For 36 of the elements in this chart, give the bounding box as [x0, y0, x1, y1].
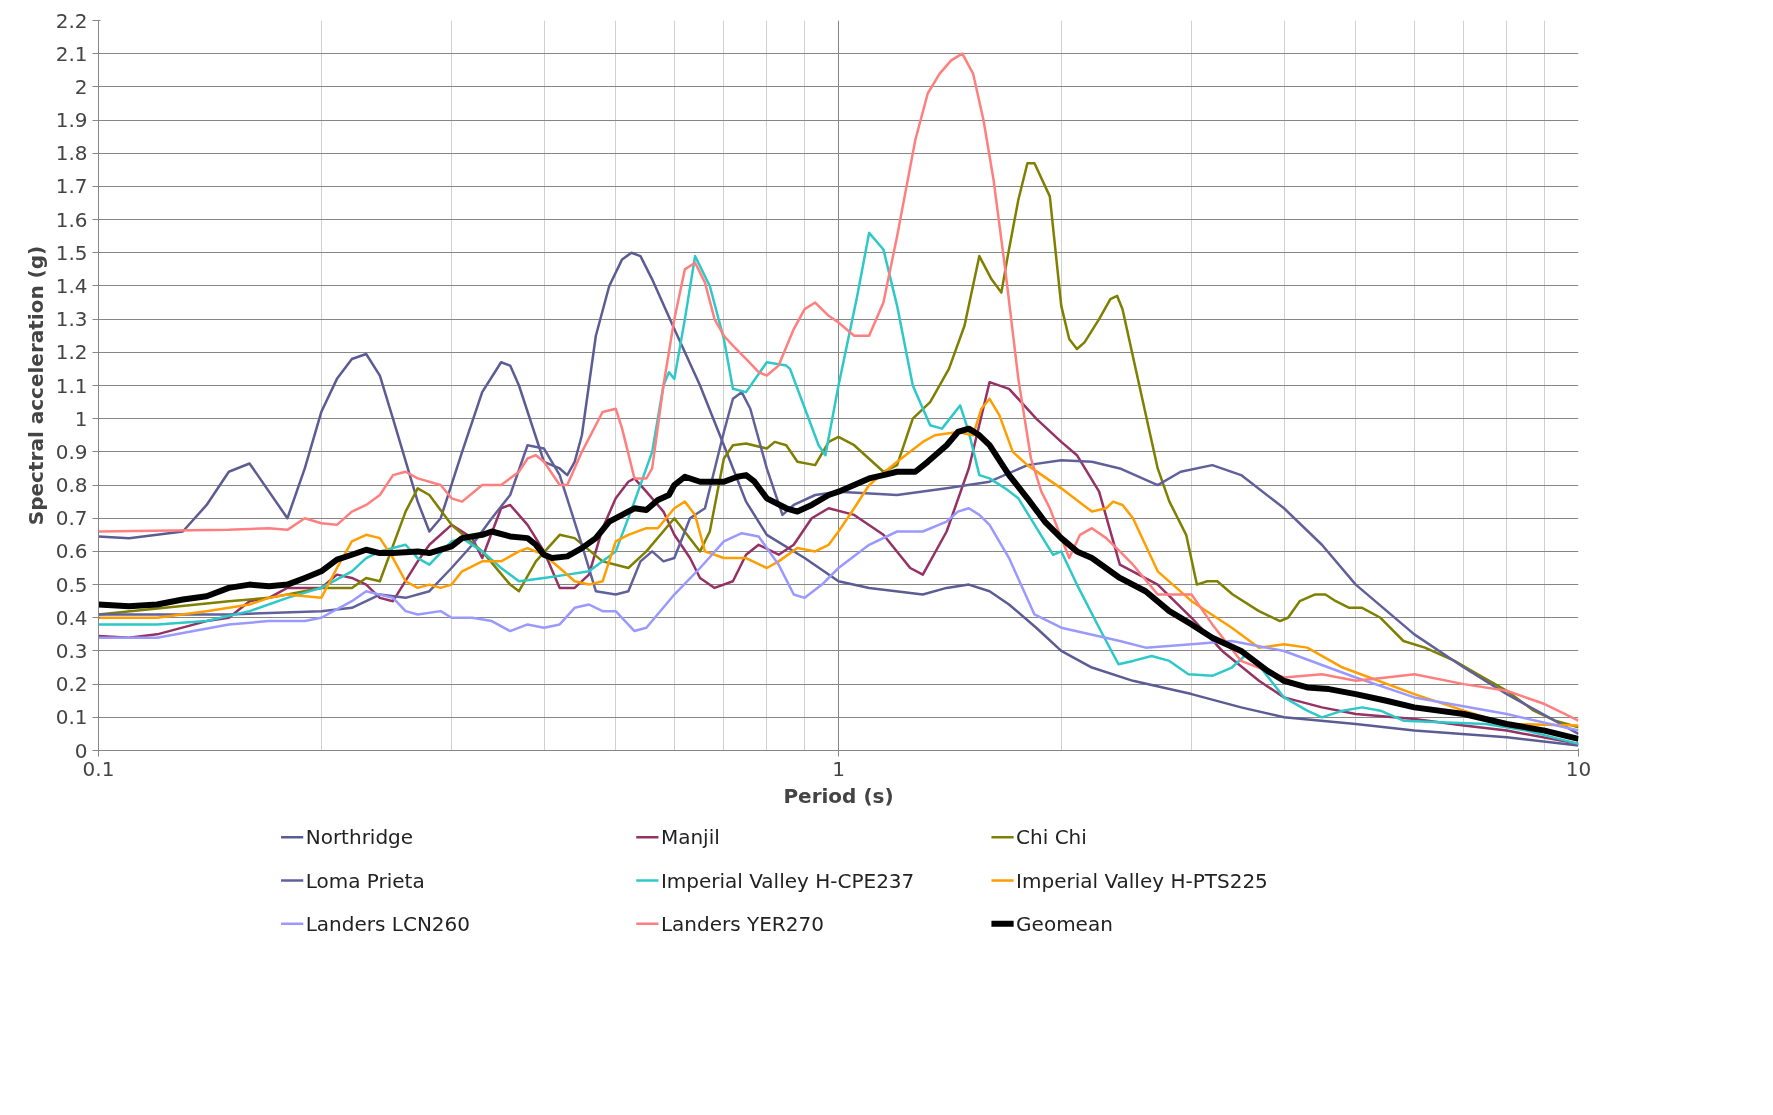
y-tick-label: 2	[74, 74, 88, 99]
y-tick-label: 1.8	[55, 141, 88, 166]
legend-label: Landers LCN260	[305, 911, 471, 936]
y-axis-title: Spectral acceleration (g)	[23, 245, 48, 526]
y-tick-label: 1	[74, 406, 88, 431]
legend-label: Manjil	[660, 825, 720, 850]
x-axis-title: Period (s)	[783, 783, 894, 808]
y-tick-label: 0.1	[55, 705, 88, 730]
y-tick-label: 0	[74, 738, 88, 763]
y-tick-label: 1.2	[55, 340, 88, 365]
legend-label: Geomean	[1016, 911, 1113, 936]
legend-label: Landers YER270	[660, 911, 824, 936]
y-tick-label: 2.1	[55, 41, 88, 66]
x-tick-label: 1	[832, 756, 845, 781]
y-tick-label: 1.1	[55, 373, 88, 398]
y-tick-label: 1.7	[55, 174, 88, 199]
y-tick-label: 0.3	[55, 638, 88, 663]
legend-label: Northridge	[305, 825, 414, 850]
y-tick-label: 1.3	[55, 307, 88, 332]
legend-label: Loma Prieta	[305, 868, 425, 893]
x-tick-label: 10	[1565, 756, 1592, 781]
y-tick-label: 1.6	[55, 207, 88, 232]
legend-label: Chi Chi	[1016, 825, 1087, 850]
y-tick-label: 1.5	[55, 240, 88, 265]
y-tick-label: 0.8	[55, 473, 88, 498]
y-tick-label: 1.4	[55, 273, 88, 298]
legend-label: Imperial Valley H-CPE237	[660, 868, 915, 893]
y-tick-label: 0.4	[55, 605, 88, 630]
y-tick-label: 0.6	[55, 539, 88, 564]
y-tick-label: 2.2	[55, 8, 88, 33]
y-tick-label: 1.9	[55, 108, 88, 133]
legend-label: Imperial Valley H-PTS225	[1016, 868, 1268, 893]
y-tick-label: 0.2	[55, 672, 88, 697]
y-tick-label: 0.5	[55, 572, 88, 597]
y-tick-label: 0.9	[55, 439, 88, 464]
y-tick-label: 0.7	[55, 506, 88, 531]
